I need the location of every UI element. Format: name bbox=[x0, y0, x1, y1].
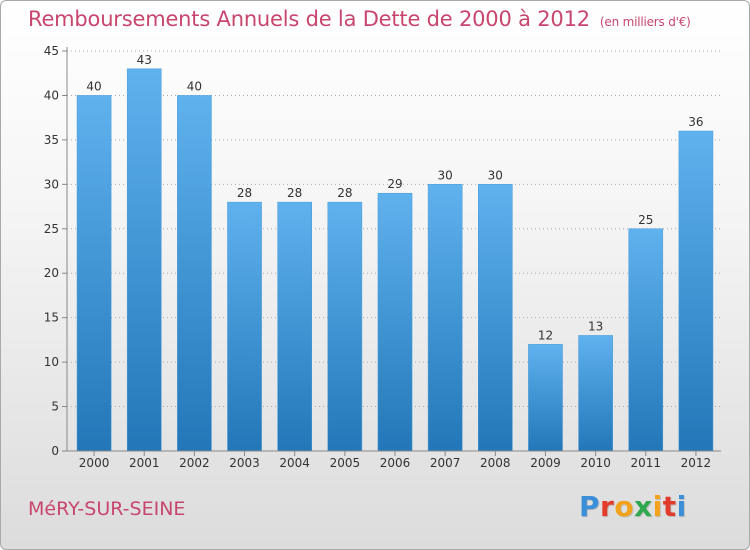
bar-2012 bbox=[678, 130, 714, 452]
bar-2009 bbox=[528, 344, 563, 452]
logo-letter: x bbox=[634, 490, 653, 523]
bar-value-label: 28 bbox=[237, 186, 252, 200]
bar-2004 bbox=[277, 201, 312, 452]
y-tick-label: 45 bbox=[44, 44, 59, 58]
bar-2010 bbox=[578, 335, 613, 452]
x-tick-label: 2005 bbox=[330, 456, 361, 470]
chart-title: Remboursements Annuels de la Dette de 20… bbox=[28, 7, 691, 31]
bar-value-label: 36 bbox=[688, 115, 703, 129]
axes bbox=[62, 47, 721, 456]
bars bbox=[76, 68, 714, 452]
bar-value-label: 12 bbox=[538, 328, 553, 342]
bar-value-label: 30 bbox=[438, 168, 453, 182]
bar-2011 bbox=[628, 228, 664, 452]
bar-value-label: 25 bbox=[638, 213, 653, 227]
commune-name: MéRY-SUR-SEINE bbox=[28, 498, 186, 520]
bar-2006 bbox=[377, 192, 413, 452]
x-tick-label: 2001 bbox=[129, 456, 160, 470]
bar-2003 bbox=[227, 201, 262, 452]
bar-2002 bbox=[177, 95, 212, 452]
bar-2007 bbox=[427, 184, 463, 452]
logo-letter: i bbox=[676, 490, 687, 523]
y-tick-label: 25 bbox=[44, 222, 59, 236]
bar-value-label: 13 bbox=[588, 319, 603, 333]
bar-value-label: 40 bbox=[187, 79, 202, 93]
x-tick-label: 2000 bbox=[79, 456, 110, 470]
x-tick-label: 2010 bbox=[580, 456, 611, 470]
bar-value-label: 28 bbox=[287, 186, 302, 200]
y-tick-label: 5 bbox=[51, 400, 59, 414]
y-tick-label: 10 bbox=[44, 355, 59, 369]
y-tick-label: 0 bbox=[51, 444, 59, 458]
chart-title-text: Remboursements Annuels de la Dette de 20… bbox=[28, 7, 590, 31]
x-tick-label: 2007 bbox=[430, 456, 461, 470]
logo-letter: r bbox=[600, 490, 615, 523]
x-tick-label: 2006 bbox=[380, 456, 411, 470]
bar-value-label: 43 bbox=[137, 53, 152, 67]
labels: 0 5 10 15 20 25 30 35 40 45 40 2000 43 2001 40 2002 28 20… bbox=[44, 44, 711, 470]
bar-2000 bbox=[76, 95, 112, 452]
bar-2005 bbox=[327, 201, 363, 452]
x-tick-label: 2012 bbox=[681, 456, 712, 470]
y-tick-label: 30 bbox=[44, 177, 59, 191]
x-tick-label: 2003 bbox=[229, 456, 260, 470]
y-tick-label: 35 bbox=[44, 133, 59, 147]
x-tick-label: 2009 bbox=[530, 456, 561, 470]
y-tick-label: 20 bbox=[44, 266, 59, 280]
chart-unit: (en milliers d'€) bbox=[599, 15, 691, 29]
logo-letter: i bbox=[652, 490, 663, 523]
y-tick-label: 40 bbox=[44, 88, 59, 102]
x-tick-label: 2004 bbox=[279, 456, 310, 470]
bar-2008 bbox=[478, 184, 513, 452]
y-tick-label: 15 bbox=[44, 311, 59, 325]
x-tick-label: 2011 bbox=[630, 456, 661, 470]
x-tick-label: 2002 bbox=[179, 456, 210, 470]
logo-letter: t bbox=[662, 490, 677, 523]
bar-value-label: 30 bbox=[488, 168, 503, 182]
bar-value-label: 28 bbox=[337, 186, 352, 200]
logo-letter: o bbox=[614, 490, 635, 523]
bar-value-label: 29 bbox=[387, 177, 402, 191]
bar-2001 bbox=[126, 68, 162, 452]
logo-letter: P bbox=[579, 490, 601, 523]
bar-value-label: 40 bbox=[86, 79, 101, 93]
proxiti-logo: Proxiti bbox=[579, 490, 687, 523]
x-tick-label: 2008 bbox=[480, 456, 511, 470]
